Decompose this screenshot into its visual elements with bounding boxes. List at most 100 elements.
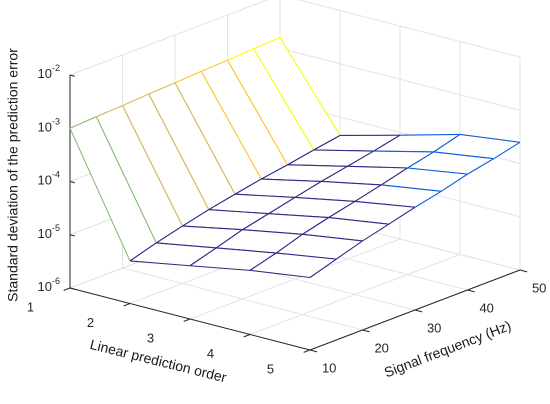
y-axis-label: Signal frequency (Hz) [382, 317, 513, 380]
mesh-face [182, 209, 269, 230]
mesh-edge [275, 233, 303, 254]
mesh-edge [433, 151, 494, 160]
x-tick [123, 303, 131, 307]
mesh-face [70, 116, 157, 261]
mesh-face [313, 135, 400, 152]
mesh-edge [129, 242, 157, 262]
mesh-face [321, 166, 408, 185]
mesh-edge [201, 59, 228, 72]
mesh-face [253, 37, 340, 150]
mesh-edge [313, 149, 374, 152]
mesh-edge [328, 216, 389, 225]
mesh-edge [362, 223, 390, 242]
mesh-edge [148, 82, 176, 95]
mesh-edge [122, 93, 149, 107]
mesh-edge [174, 82, 236, 195]
x-tick [243, 334, 251, 338]
x-tick-label: 3 [147, 330, 154, 345]
mesh-edge [414, 190, 442, 208]
mesh-edge [373, 150, 434, 153]
mesh-edge [249, 269, 311, 279]
mesh-face [268, 197, 355, 218]
z-tick [69, 287, 75, 290]
mesh-face [190, 247, 277, 271]
mesh-edge [200, 71, 262, 180]
mesh-face [156, 226, 243, 248]
x-tick-label: 1 [27, 299, 34, 314]
y-tick [414, 309, 423, 313]
mesh-edge [261, 178, 322, 183]
mesh-face [287, 149, 374, 167]
mesh-edge [399, 133, 461, 136]
y-tick [362, 329, 370, 333]
mesh-edge [189, 247, 217, 267]
mesh-edge [155, 225, 183, 244]
z-tick [69, 74, 75, 77]
mesh-edge [242, 213, 270, 231]
mesh-edge [287, 149, 315, 166]
mesh-edge [407, 167, 468, 175]
mesh-edge [380, 167, 408, 186]
mesh-face [295, 181, 382, 202]
y-tick-label: 50 [532, 280, 546, 295]
z-tick [69, 234, 75, 237]
z-tick-base: 10 [38, 226, 52, 241]
y-tick-label: 20 [374, 340, 388, 355]
z-tick-label: 10-4 [38, 170, 60, 188]
y-tick [309, 349, 318, 353]
mesh-face [302, 217, 389, 241]
mesh-edge [276, 252, 337, 260]
z-tick-base: 10 [38, 66, 52, 81]
mesh-edge [189, 265, 251, 271]
z-tick-exponent: -4 [52, 170, 60, 180]
x-tick [63, 287, 71, 291]
z-tick-label: 10-6 [38, 276, 60, 294]
x-tick-label: 2 [87, 315, 94, 330]
mesh-edge [215, 229, 243, 249]
mesh-face [175, 71, 262, 195]
mesh-edge [69, 128, 131, 262]
mesh-edge [227, 60, 288, 166]
mesh-edge [122, 105, 183, 227]
x-tick-label: 4 [207, 346, 214, 361]
grid-line [297, 0, 521, 58]
mesh-face [122, 94, 209, 227]
y-tick-label: 10 [322, 360, 336, 375]
mesh-edge [268, 196, 296, 215]
grid-line [122, 267, 363, 331]
z-tick-base: 10 [38, 173, 52, 188]
mesh-edge [279, 37, 341, 136]
mesh-edge [294, 196, 356, 202]
mesh-edge [208, 209, 269, 215]
z-tick [69, 181, 75, 184]
mesh-edge [354, 200, 416, 208]
mesh-edge [249, 252, 277, 271]
mesh-edge [268, 213, 329, 219]
z-tick-label: 10-5 [38, 223, 60, 241]
mesh-edge [208, 193, 236, 211]
mesh-face [407, 151, 494, 175]
mesh-edge [302, 233, 363, 242]
grid-line [279, 47, 521, 111]
mesh-edge [96, 105, 123, 118]
mesh-edge [182, 209, 210, 227]
mesh-face [373, 134, 460, 152]
mesh-edge [433, 133, 461, 153]
mesh-edge [148, 93, 210, 210]
mesh-edge [321, 180, 382, 186]
z-axis-label: Standard deviation of the prediction err… [5, 48, 21, 302]
mesh-edge [309, 258, 337, 278]
mesh-edge [313, 134, 341, 151]
mesh-edge [69, 116, 97, 129]
mesh-face [216, 229, 303, 254]
mesh-edge [467, 158, 495, 175]
mesh-edge [182, 225, 243, 231]
mesh-edge [373, 134, 401, 152]
z-tick-exponent: -5 [52, 223, 60, 233]
z-tick-exponent: -2 [52, 63, 60, 73]
mesh-face [328, 201, 415, 225]
z-tick-label: 10-2 [38, 63, 60, 81]
y-tick-label: 40 [479, 300, 493, 315]
mesh-face [276, 234, 363, 260]
